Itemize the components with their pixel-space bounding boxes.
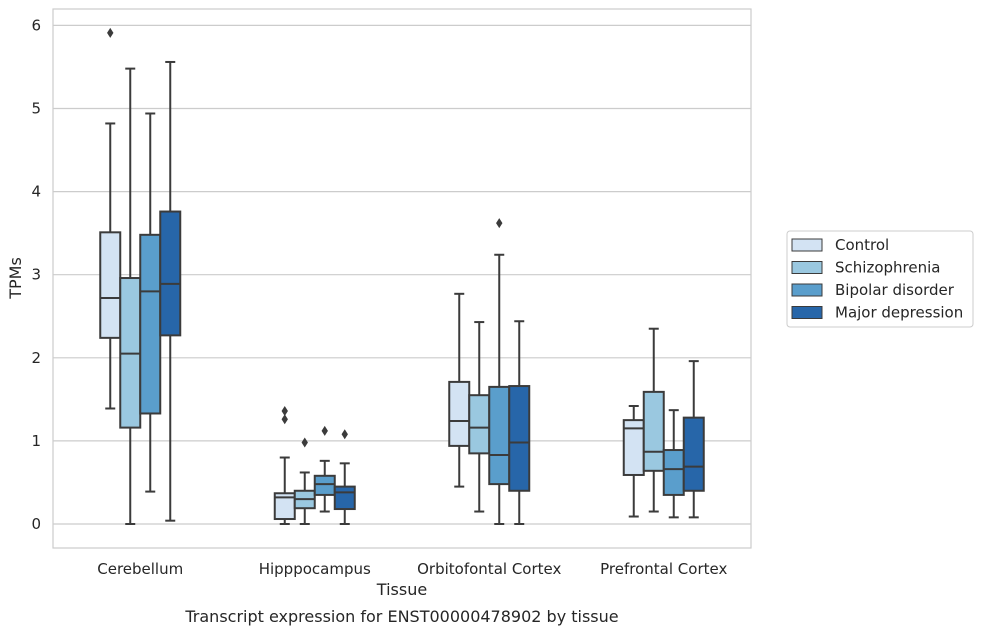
box [273, 405, 296, 525]
box-body [159, 210, 182, 337]
y-tick-label: 4 [31, 183, 41, 201]
legend-swatch [791, 261, 823, 274]
box [139, 112, 162, 493]
box [682, 360, 705, 519]
outlier-point [301, 437, 308, 448]
box [622, 404, 645, 518]
x-tick-label: Prefrontal Cortex [600, 560, 727, 578]
legend-item: Schizophrenia [791, 259, 940, 277]
x-axis-label: Tissue [376, 580, 427, 599]
box [99, 27, 122, 410]
y-tick-labels: 0 1 2 3 4 5 6 [31, 16, 41, 533]
box [662, 409, 685, 519]
legend-item: Major depression [791, 304, 963, 322]
box [293, 437, 316, 525]
box-body [448, 380, 471, 447]
box [488, 218, 511, 525]
chart-caption: Transcript expression for ENST0000047890… [184, 607, 618, 626]
box-body [99, 231, 122, 339]
box-body [313, 474, 336, 496]
y-tick-label: 3 [31, 266, 41, 284]
box [468, 321, 491, 513]
box-body [333, 485, 356, 511]
box [448, 292, 471, 488]
box-body [662, 449, 685, 496]
y-tick-label: 2 [31, 349, 41, 367]
boxes [99, 27, 705, 525]
legend-label: Bipolar disorder [835, 281, 955, 299]
outlier-point [281, 414, 288, 425]
box-body [139, 233, 162, 415]
outlier-point [107, 27, 114, 38]
legend-label: Major depression [835, 304, 963, 322]
legend-item: Bipolar disorder [791, 281, 955, 299]
legend-swatch [791, 283, 823, 297]
plot-frame [52, 8, 752, 549]
legend-swatch [791, 306, 823, 319]
outlier-point [321, 425, 328, 436]
box-body [508, 385, 531, 492]
x-tick-labels: Cerebellum Hipppocampus Orbitofontal Corte… [97, 560, 727, 578]
y-tick-label: 1 [31, 432, 41, 450]
legend: Control Schizophrenia Bipolar disorder Majo… [786, 230, 974, 328]
legend-item: Control [791, 236, 889, 254]
x-tick-label: Orbitofontal Cortex [417, 560, 561, 578]
legend-label: Schizophrenia [835, 259, 940, 277]
legend-label: Control [835, 236, 889, 254]
legend-swatch [791, 238, 823, 252]
box [159, 60, 182, 522]
outlier-point [281, 405, 288, 416]
box [313, 425, 336, 513]
box [642, 327, 665, 513]
box [119, 67, 142, 525]
box [508, 320, 531, 525]
box-body [468, 394, 491, 455]
box-body [642, 390, 665, 472]
box [333, 429, 356, 525]
x-tick-label: Hipppocampus [259, 560, 371, 578]
y-tick-label: 0 [31, 515, 41, 533]
outlier-point [496, 218, 503, 229]
y-axis-label: TPMs [6, 257, 25, 300]
legend-frame [786, 230, 974, 328]
outlier-point [341, 429, 348, 440]
box-body [682, 416, 705, 492]
x-tick-label: Cerebellum [97, 560, 183, 578]
y-tick-label: 6 [31, 16, 41, 34]
y-tick-label: 5 [31, 100, 41, 118]
box-body [488, 385, 511, 486]
